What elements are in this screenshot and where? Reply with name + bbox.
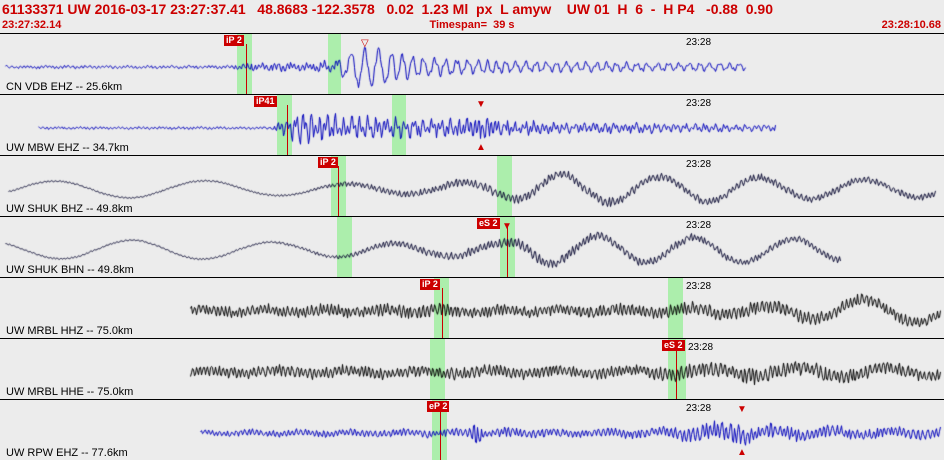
trace-row-5[interactable]: iP 2 23:28 UW MRBL HHZ -- 75.0km [0,277,944,338]
phase-pick-label[interactable]: eP 2 [427,401,450,412]
station-channel-label: UW SHUK BHZ -- 49.8km [6,203,133,215]
triangle-down-filled-icon: ▼ [476,99,486,110]
event-summary-line: 61133371 UW 2016-03-17 23:27:37.41 48.86… [2,1,773,17]
station-channel-label: UW MRBL HHE -- 75.0km [6,386,134,398]
minute-time-label: 23:28 [686,281,712,292]
phase-pick-label[interactable]: iP 2 [318,157,338,168]
station-channel-label: UW MBW EHZ -- 34.7km [6,142,129,154]
trace-row-2[interactable]: iP41 ▼ ▲ 23:28 UW MBW EHZ -- 34.7km [0,94,944,155]
phase-pick-label[interactable]: eS 2 [662,340,685,351]
waveform-canvas-6[interactable] [0,339,944,399]
waveform-canvas-7[interactable] [0,400,944,460]
phase-pick-label[interactable]: iP 2 [224,35,244,46]
phase-pick-label[interactable]: iP41 [254,96,277,107]
waveform-canvas-3[interactable] [0,156,944,216]
waveform-canvas-5[interactable] [0,278,944,338]
minute-time-label: 23:28 [686,220,712,231]
timespan-label: Timespan= 39 s [429,19,515,31]
triangle-up-filled-icon: ▲ [737,447,747,458]
trace-row-7[interactable]: eP 2 ▼ ▲ 23:28 UW RPW EHZ -- 77.6km [0,399,944,460]
triangle-down-filled-icon: ▼ [737,404,747,415]
waveform-canvas-2[interactable] [0,95,944,155]
window-start-time: 23:27:32.14 [2,19,62,31]
minute-time-label: 23:28 [686,37,712,48]
waveform-canvas-4[interactable] [0,217,944,277]
phase-pick-label[interactable]: iP 2 [420,279,440,290]
station-channel-label: UW SHUK BHN -- 49.8km [6,264,134,276]
minute-time-label: 23:28 [686,159,712,170]
station-channel-label: CN VDB EHZ -- 25.6km [6,81,123,93]
waveform-canvas-1[interactable] [0,34,944,94]
triangle-down-open-icon: ▽ [361,38,369,49]
phase-pick-label[interactable]: eS 2 [477,218,500,229]
trace-row-3[interactable]: iP 2 23:28 UW SHUK BHZ -- 49.8km [0,155,944,216]
trace-row-1[interactable]: iP 2 ▽ 23:28 CN VDB EHZ -- 25.6km [0,33,944,94]
trace-row-6[interactable]: eS 2 23:28 UW MRBL HHE -- 75.0km [0,338,944,399]
station-channel-label: UW RPW EHZ -- 77.6km [6,447,128,459]
minute-time-label: 23:28 [686,403,712,414]
minute-time-label: 23:28 [688,342,714,353]
station-channel-label: UW MRBL HHZ -- 75.0km [6,325,133,337]
trace-row-4[interactable]: eS 2 ▼ 23:28 UW SHUK BHN -- 49.8km [0,216,944,277]
triangle-up-filled-icon: ▲ [476,142,486,153]
window-end-time: 23:28:10.68 [881,19,941,31]
event-header: 61133371 UW 2016-03-17 23:27:37.41 48.86… [0,0,944,33]
triangle-down-filled-icon: ▼ [502,221,512,232]
minute-time-label: 23:28 [686,98,712,109]
